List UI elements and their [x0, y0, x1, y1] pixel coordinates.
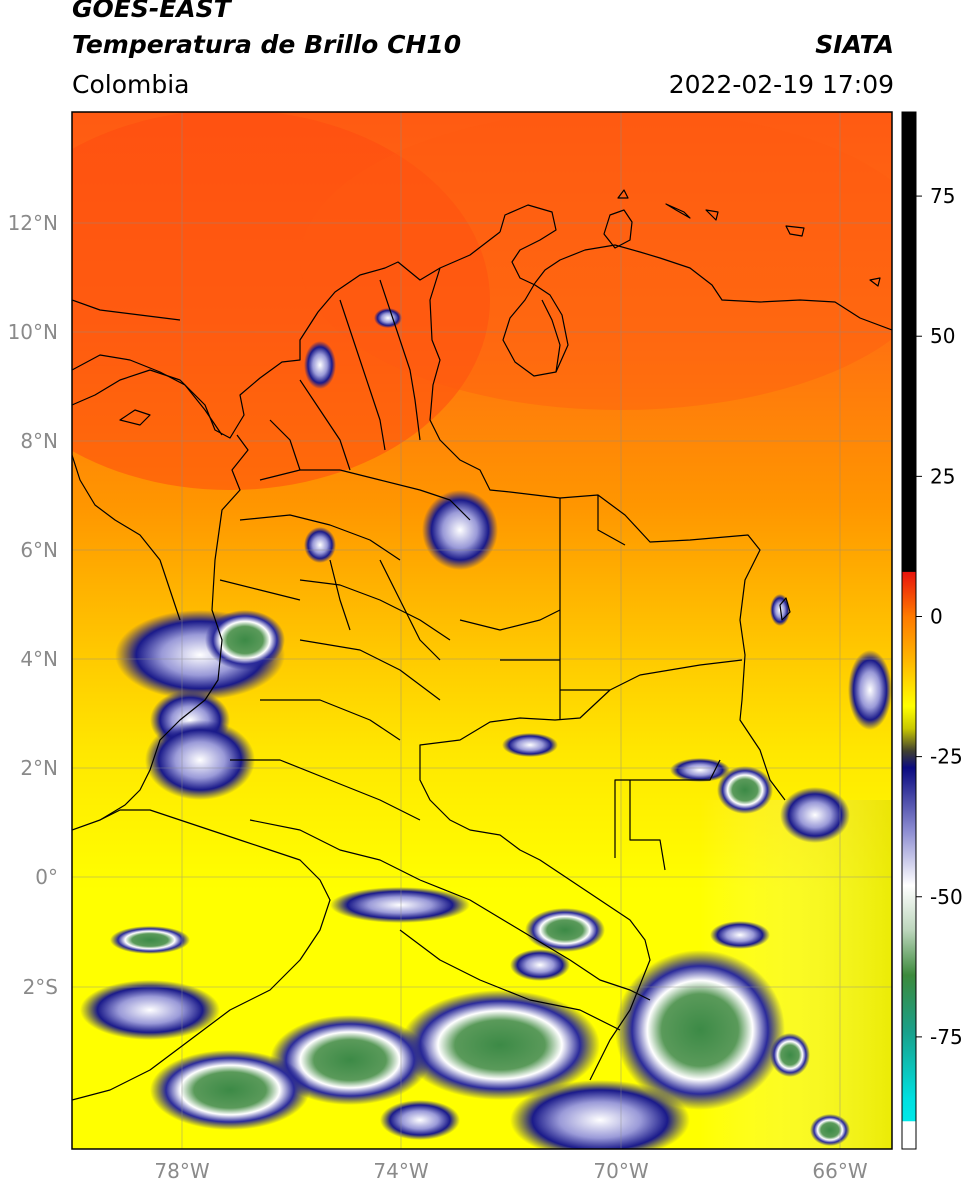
lon-tick-78w: 78°W	[154, 1159, 209, 1183]
colorbar-tick-label: 0	[930, 604, 943, 628]
colorbar-ticks: 75 50 25 0 -25 -50 -75	[916, 184, 963, 1049]
map-frame	[71, 111, 893, 1150]
lat-tick-labels: 12°N 10°N 8°N 6°N 4°N 2°N 0° 2°S	[8, 211, 58, 999]
lon-tick-70w: 70°W	[593, 1159, 648, 1183]
colorbar-tick-label: -75	[930, 1025, 963, 1049]
lat-tick-12n: 12°N	[8, 211, 58, 235]
colorbar-tick-label: -25	[930, 745, 963, 769]
lat-tick-2s: 2°S	[23, 975, 58, 999]
colorbar-scale	[901, 111, 917, 1150]
lon-tick-74w: 74°W	[373, 1159, 428, 1183]
satellite-title: GOES-EAST	[72, 0, 231, 23]
lat-tick-6n: 6°N	[20, 538, 58, 562]
colorbar-tick-label: 25	[930, 464, 955, 488]
colorbar-tick-label: 75	[930, 184, 955, 208]
cold-cloud-tops	[80, 308, 892, 1149]
colorbar-tick-label: 50	[930, 324, 955, 348]
datetime-label: 2022-02-19 17:09	[668, 70, 894, 99]
lat-tick-4n: 4°N	[20, 647, 58, 671]
coastlines-and-borders	[72, 189, 892, 1101]
colorbar: 75 50 25 0 -25 -50 -75	[901, 111, 963, 1150]
region-label: Colombia	[72, 70, 190, 99]
lat-tick-2n: 2°N	[20, 756, 58, 780]
lon-tick-66w: 66°W	[812, 1159, 867, 1183]
product-title: Temperatura de Brillo CH10	[72, 30, 462, 59]
lon-tick-labels: 78°W 74°W 70°W 66°W	[154, 1159, 867, 1183]
lat-tick-10n: 10°N	[8, 320, 58, 344]
gridlines	[72, 112, 892, 1149]
colorbar-tick-label: -50	[930, 885, 963, 909]
lat-tick-8n: 8°N	[20, 429, 58, 453]
agency-label: SIATA	[815, 30, 894, 59]
temperature-field	[72, 112, 892, 1149]
lat-tick-0: 0°	[35, 865, 58, 889]
